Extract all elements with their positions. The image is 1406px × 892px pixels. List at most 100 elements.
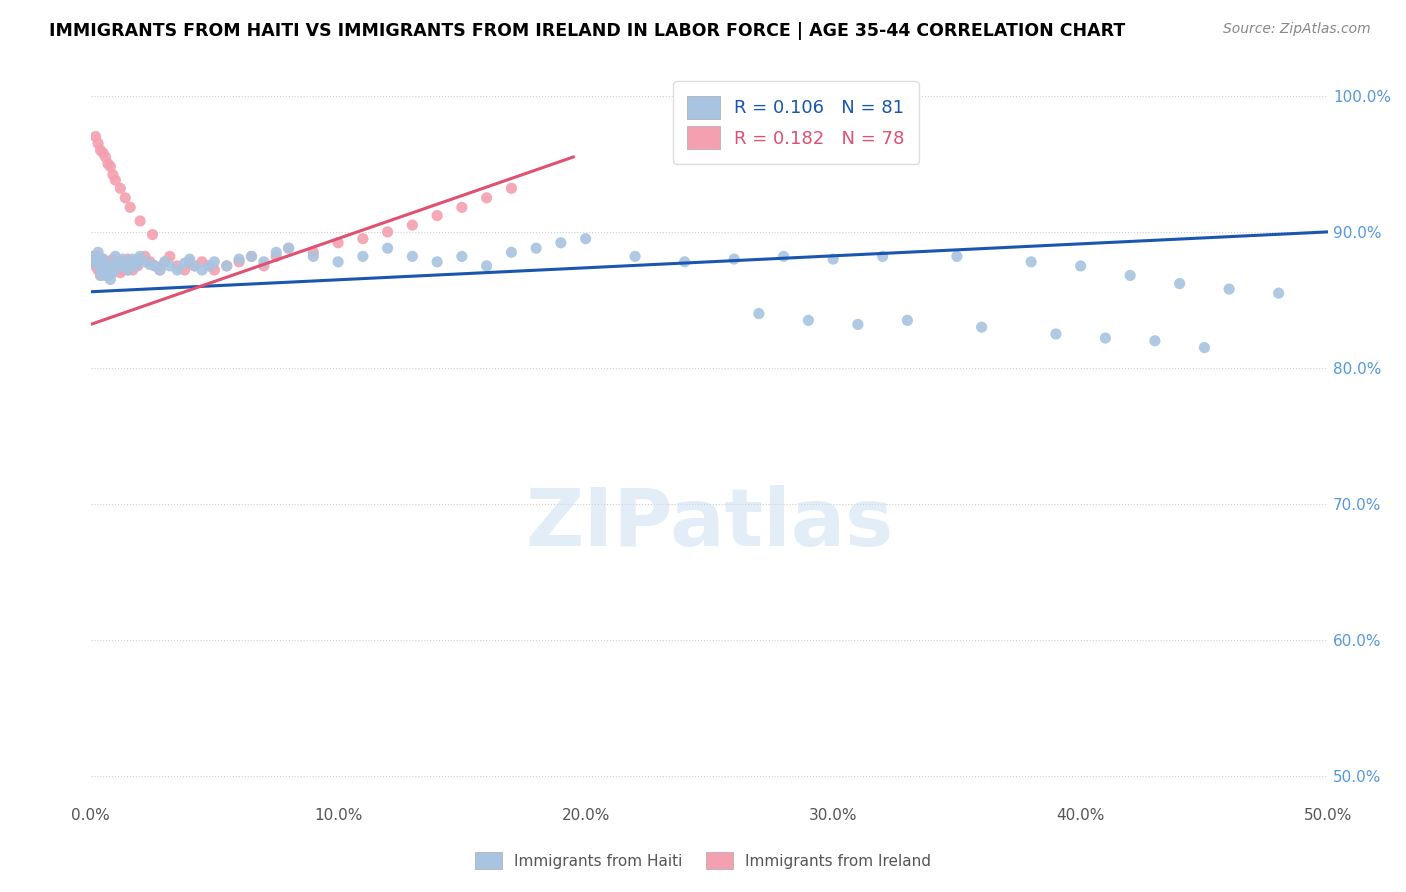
- Point: [100, 263, 122, 277]
- Point: [104, 261, 127, 276]
- Point: [624, 249, 647, 263]
- Point: [101, 252, 124, 266]
- Point: [139, 258, 162, 272]
- Point: [970, 320, 993, 334]
- Point: [1194, 341, 1216, 355]
- Point: [1267, 286, 1289, 301]
- Point: [87, 249, 110, 263]
- Point: [110, 259, 132, 273]
- Point: [110, 266, 132, 280]
- Point: [202, 263, 225, 277]
- Point: [111, 255, 134, 269]
- Point: [89, 268, 111, 283]
- Point: [173, 263, 195, 277]
- Point: [202, 255, 225, 269]
- Point: [228, 252, 250, 266]
- Point: [101, 168, 124, 182]
- Point: [159, 259, 181, 273]
- Point: [120, 255, 142, 269]
- Point: [153, 255, 176, 269]
- Point: [91, 263, 114, 277]
- Point: [240, 249, 263, 263]
- Point: [97, 258, 120, 272]
- Point: [82, 249, 104, 263]
- Point: [91, 145, 114, 160]
- Point: [326, 235, 349, 250]
- Point: [264, 245, 287, 260]
- Point: [134, 249, 156, 263]
- Point: [114, 259, 136, 273]
- Point: [87, 259, 110, 273]
- Point: [104, 249, 127, 263]
- Point: [451, 200, 474, 214]
- Point: [426, 255, 449, 269]
- Point: [91, 263, 114, 277]
- Point: [475, 191, 498, 205]
- Point: [575, 232, 598, 246]
- Point: [153, 255, 176, 269]
- Point: [159, 249, 181, 263]
- Point: [120, 259, 142, 273]
- Point: [97, 268, 120, 283]
- Point: [179, 252, 201, 266]
- Point: [91, 259, 114, 273]
- Point: [84, 129, 107, 144]
- Point: [183, 259, 205, 273]
- Point: [149, 263, 172, 277]
- Point: [84, 259, 107, 273]
- Point: [87, 245, 110, 260]
- Point: [1019, 255, 1042, 269]
- Point: [114, 191, 136, 205]
- Point: [134, 255, 156, 269]
- Point: [797, 313, 820, 327]
- Point: [198, 259, 221, 273]
- Point: [179, 255, 201, 269]
- Point: [475, 259, 498, 273]
- Point: [104, 259, 127, 273]
- Point: [896, 313, 918, 327]
- Point: [100, 160, 122, 174]
- Point: [121, 252, 143, 266]
- Point: [550, 235, 572, 250]
- Point: [215, 259, 238, 273]
- Point: [100, 266, 122, 280]
- Point: [111, 263, 134, 277]
- Point: [451, 249, 474, 263]
- Point: [94, 150, 117, 164]
- Point: [129, 214, 152, 228]
- Point: [129, 252, 152, 266]
- Point: [352, 232, 374, 246]
- Point: [1143, 334, 1166, 348]
- Point: [104, 263, 127, 277]
- Point: [377, 241, 399, 255]
- Point: [143, 259, 166, 273]
- Point: [302, 245, 325, 260]
- Point: [240, 249, 263, 263]
- Point: [228, 255, 250, 269]
- Point: [673, 255, 696, 269]
- Point: [97, 255, 120, 269]
- Point: [277, 241, 299, 255]
- Point: [100, 259, 122, 273]
- Point: [101, 259, 124, 273]
- Point: [84, 255, 107, 269]
- Point: [1218, 282, 1240, 296]
- Point: [277, 241, 299, 255]
- Point: [89, 252, 111, 266]
- Point: [107, 259, 129, 273]
- Point: [127, 259, 149, 273]
- Point: [87, 255, 110, 269]
- Point: [84, 252, 107, 266]
- Point: [264, 249, 287, 263]
- Point: [149, 263, 172, 277]
- Point: [173, 256, 195, 270]
- Point: [129, 249, 152, 263]
- Point: [198, 259, 221, 273]
- Point: [141, 227, 163, 242]
- Point: [124, 259, 146, 273]
- Point: [946, 249, 969, 263]
- Point: [253, 259, 276, 273]
- Point: [501, 181, 523, 195]
- Text: IMMIGRANTS FROM HAITI VS IMMIGRANTS FROM IRELAND IN LABOR FORCE | AGE 35-44 CORR: IMMIGRANTS FROM HAITI VS IMMIGRANTS FROM…: [49, 22, 1125, 40]
- Point: [191, 263, 214, 277]
